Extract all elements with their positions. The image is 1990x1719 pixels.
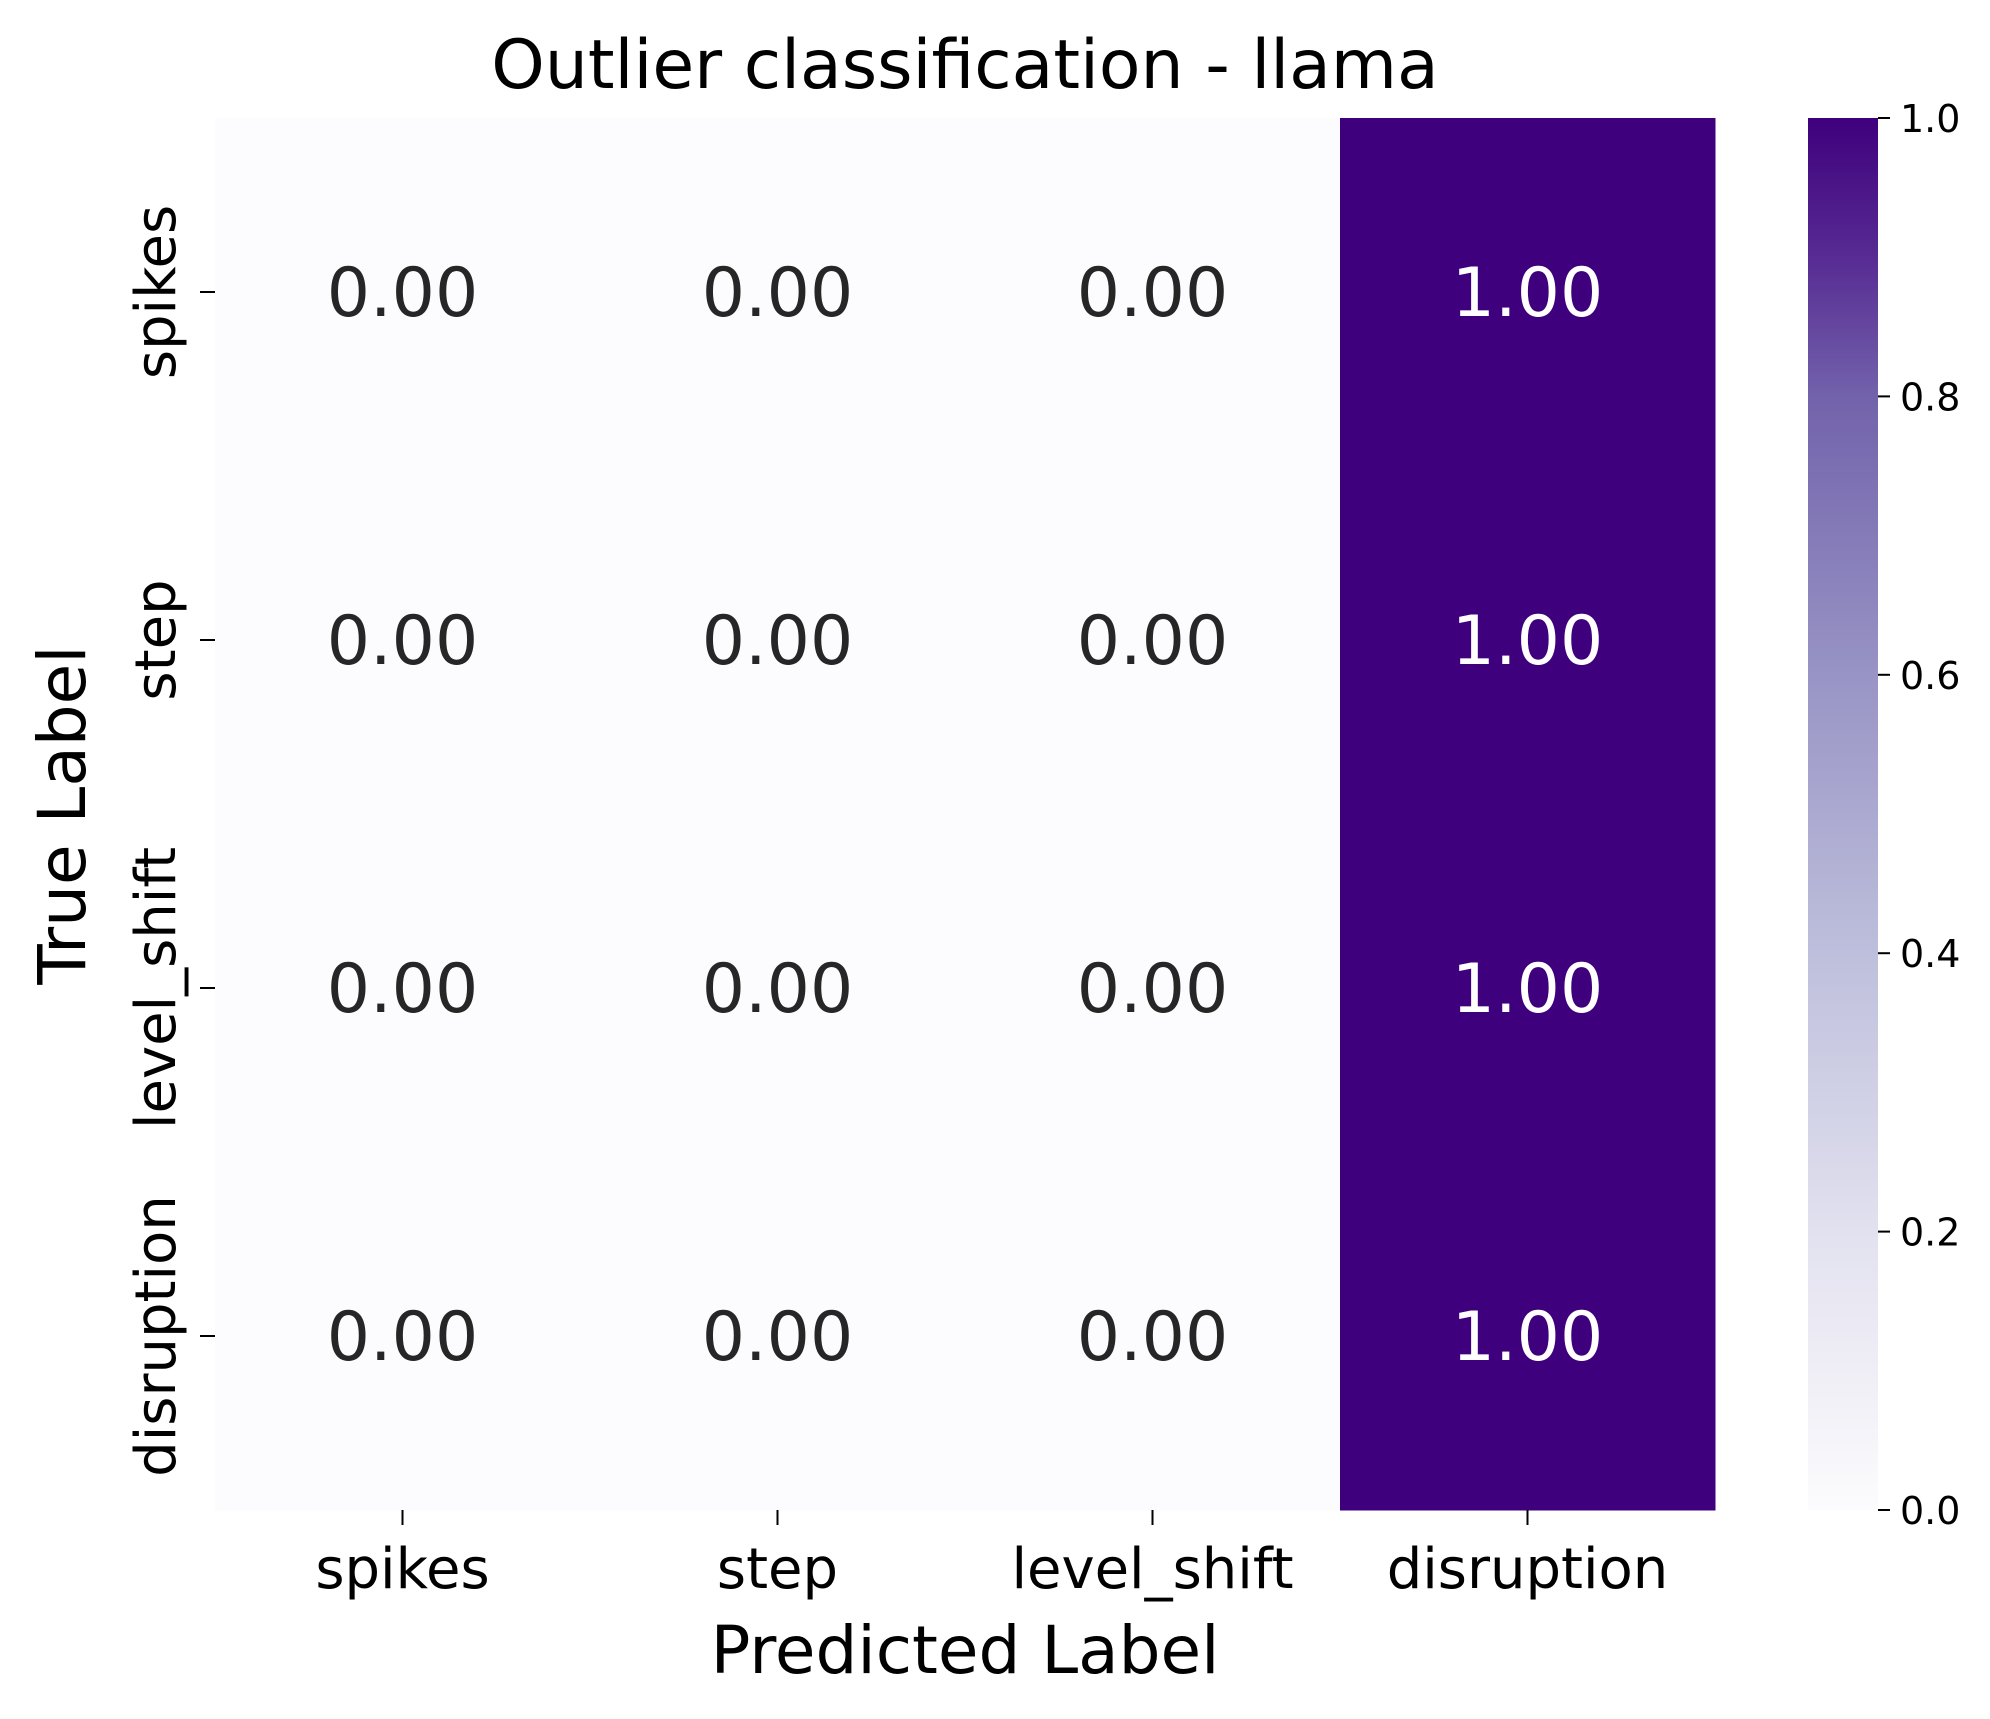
cell-value-label: 0.00 [1077,1298,1228,1377]
x-tick-label: spikes [315,1537,489,1602]
colorbar-ticks: 0.0 0.2 0.4 0.6 0.8 1.0 [1878,97,1960,1533]
cell-value-label: 1.00 [1452,602,1603,681]
colorbar-tick-label: 0.0 [1900,1489,1960,1533]
heatmap-cell [215,1162,591,1511]
heatmap-cell [1340,1162,1716,1511]
cell-value-label: 0.00 [1077,950,1228,1029]
cell-value-label: 1.00 [1452,950,1603,1029]
x-axis-label: Predicted Label [711,1612,1220,1689]
heatmap-cell [1340,466,1716,815]
y-axis-label: True Label [24,645,101,985]
x-tick-label: disruption [1387,1537,1669,1602]
cell-value-label: 0.00 [702,950,853,1029]
cell-value-label: 0.00 [327,254,478,333]
heatmap-cells [215,118,1716,1511]
cell-value-label: 0.00 [327,602,478,681]
colorbar-tick-label: 0.2 [1900,1211,1960,1255]
cell-value-label: 0.00 [702,254,853,333]
cell-value-label: 0.00 [702,1298,853,1377]
heatmap-cell [965,814,1341,1163]
colorbar-tick-label: 1.0 [1900,97,1960,141]
x-tick-label: level_shift [1011,1537,1293,1602]
chart-title: Outlier classification - llama [491,26,1438,105]
y-axis-ticks: spikes step level_shift disruption [124,205,215,1477]
heatmap-cell [965,118,1341,467]
heatmap-cell [590,1162,966,1511]
heatmap-cell [965,1162,1341,1511]
colorbar-tick-label: 0.6 [1900,654,1960,698]
y-tick-label: step [124,579,189,700]
x-axis-ticks: spikes step level_shift disruption [315,1510,1668,1602]
heatmap-cell [1340,814,1716,1163]
heatmap-cell [215,814,591,1163]
heatmap-cell-labels: 0.00 0.00 0.00 1.00 0.00 0.00 0.00 1.00 0.00 0.00… [327,254,1603,1377]
heatmap-cell [215,466,591,815]
heatmap-cell [965,466,1341,815]
y-tick-label: level_shift [124,847,189,1129]
cell-value-label: 0.00 [327,950,478,1029]
heatmap-cell [590,466,966,815]
cell-value-label: 0.00 [327,1298,478,1377]
cell-value-label: 1.00 [1452,254,1603,333]
heatmap-cell [590,118,966,467]
colorbar-tick-label: 0.8 [1900,375,1960,419]
heatmap-cell [215,118,591,467]
y-tick-label: spikes [124,205,189,379]
colorbar [1808,118,1878,1510]
heatmap-cell [590,814,966,1163]
y-tick-label: disruption [124,1195,189,1477]
x-tick-label: step [717,1537,838,1602]
cell-value-label: 0.00 [702,602,853,681]
cell-value-label: 1.00 [1452,1298,1603,1377]
cell-value-label: 0.00 [1077,254,1228,333]
colorbar-tick-label: 0.4 [1900,932,1960,976]
heatmap-cell [1340,118,1716,467]
cell-value-label: 0.00 [1077,602,1228,681]
